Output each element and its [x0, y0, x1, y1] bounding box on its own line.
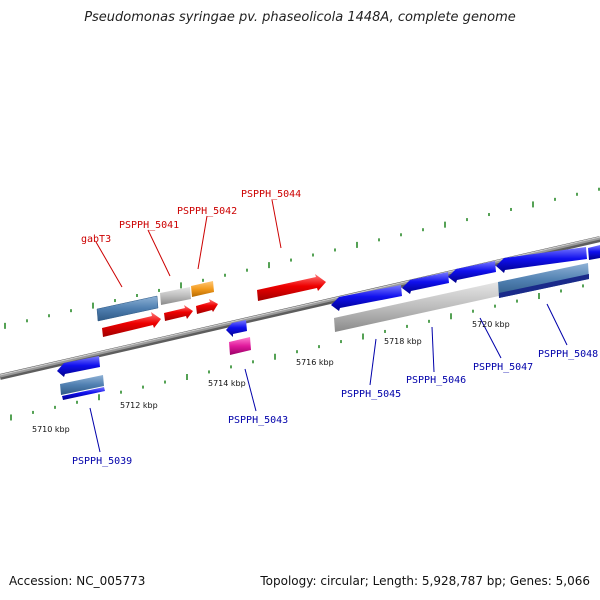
- gene-feature-PSPPH_5047[interactable]: [448, 261, 496, 283]
- reverse-leader-lines: [89, 303, 568, 453]
- forward-tick-track: [4, 187, 600, 329]
- accession-text: Accession: NC_005773: [9, 574, 146, 588]
- gene-label-PSPPH_5047[interactable]: PSPPH_5047: [473, 362, 533, 373]
- gene-feature-PSPPH_5039-bar[interactable]: [60, 375, 104, 395]
- tick-label-5714: 5714 kbp: [208, 379, 246, 388]
- tick-label-5718: 5718 kbp: [384, 337, 422, 346]
- map-title: Pseudomonas syringae pv. phaseolicola 14…: [84, 10, 516, 25]
- gene-label-PSPPH_5041[interactable]: PSPPH_5041: [119, 220, 179, 231]
- gene-label-PSPPH_5042[interactable]: PSPPH_5042: [177, 206, 237, 217]
- gene-feature-PSPPH_5044[interactable]: [257, 274, 326, 301]
- gene-label-PSPPH_5048[interactable]: PSPPH_5048: [538, 349, 598, 360]
- gene-label-PSPPH_5043[interactable]: PSPPH_5043: [228, 415, 288, 426]
- gene-feature-PSPPH_5048-edge[interactable]: [588, 245, 600, 260]
- gene-label-PSPPH_5044[interactable]: PSPPH_5044: [241, 189, 301, 200]
- forward-gene-labels: gabT3 PSPPH_5041 PSPPH_5042 PSPPH_5044: [81, 189, 301, 245]
- reverse-features: [57, 245, 600, 400]
- gene-feature-PSPPH_5042-bar[interactable]: [191, 281, 214, 297]
- gene-feature-gabT3-bar[interactable]: [96, 295, 159, 322]
- gene-feature-PSPPH_5043[interactable]: [226, 320, 247, 337]
- gene-feature-gabT3[interactable]: [102, 312, 161, 337]
- forward-leader-lines: [95, 199, 282, 288]
- tick-label-5716: 5716 kbp: [296, 358, 334, 367]
- gene-feature-PSPPH_5043-bar[interactable]: [229, 337, 251, 355]
- tick-label-5720: 5720 kbp: [472, 320, 510, 329]
- tick-label-5710: 5710 kbp: [32, 425, 70, 434]
- reverse-tick-track: [10, 284, 584, 421]
- gene-feature-PSPPH_5041[interactable]: [164, 305, 193, 321]
- reverse-gene-labels: PSPPH_5039 PSPPH_5043 PSPPH_5045 PSPPH_5…: [72, 349, 598, 467]
- forward-features: [96, 274, 326, 337]
- tick-label-5712: 5712 kbp: [120, 401, 158, 410]
- gene-label-PSPPH_5045[interactable]: PSPPH_5045: [341, 389, 401, 400]
- gene-feature-reverse-blue-edge[interactable]: [499, 274, 589, 298]
- gene-label-PSPPH_5046[interactable]: PSPPH_5046: [406, 375, 466, 386]
- coordinate-labels: 5710 kbp 5712 kbp 5714 kbp 5716 kbp 5718…: [32, 320, 510, 434]
- gene-label-PSPPH_5039[interactable]: PSPPH_5039: [72, 456, 132, 467]
- gene-feature-PSPPH_5039[interactable]: [57, 356, 100, 377]
- gene-feature-PSPPH_5045[interactable]: [331, 285, 402, 311]
- gene-feature-PSPPH_5046[interactable]: [402, 272, 449, 294]
- gene-feature-PSPPH_5042[interactable]: [196, 299, 218, 314]
- gene-label-gabT3[interactable]: gabT3: [81, 234, 111, 245]
- gene-feature-reverse-gray-bar[interactable]: [334, 282, 499, 332]
- genome-summary-text: Topology: circular; Length: 5,928,787 bp…: [260, 574, 590, 588]
- gene-feature-PSPPH_5041-bar[interactable]: [160, 287, 191, 305]
- gene-feature-PSPPH_5048[interactable]: [496, 247, 587, 273]
- gene-feature-PSPPH_5039-lower[interactable]: [62, 387, 105, 400]
